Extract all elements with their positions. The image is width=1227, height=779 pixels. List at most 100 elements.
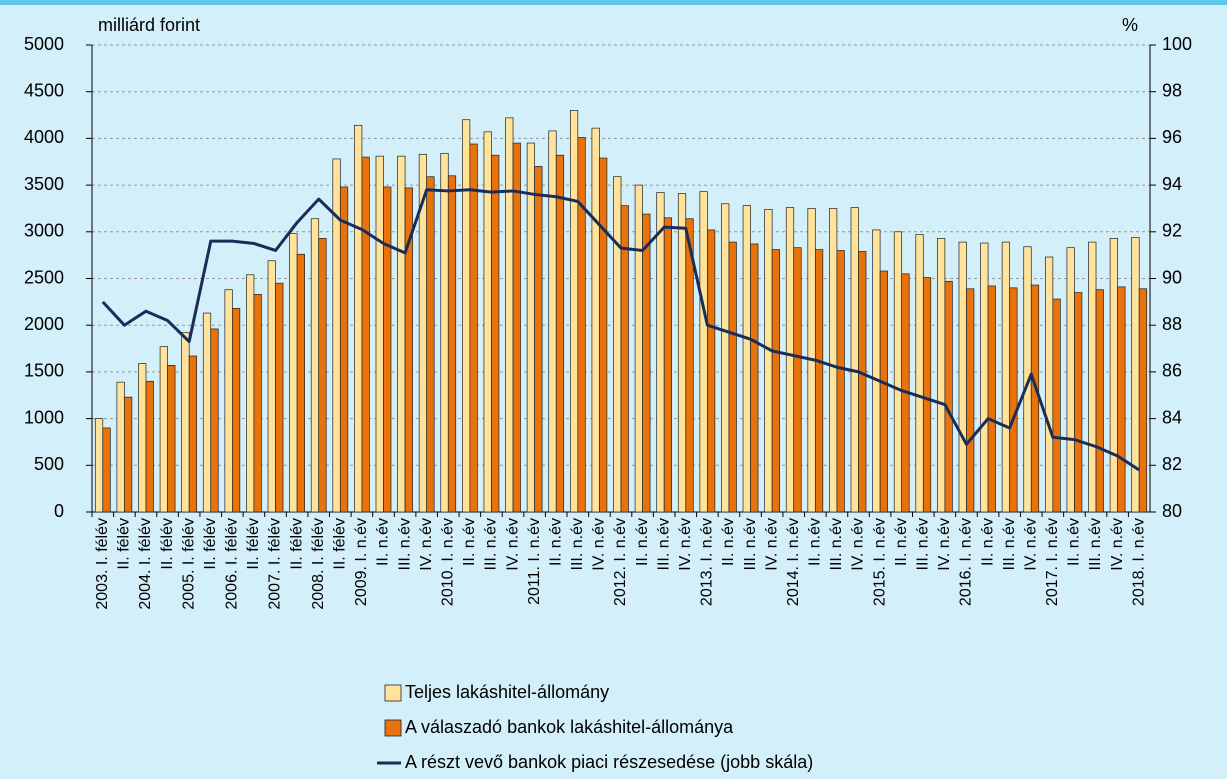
bar <box>958 241 967 513</box>
bar <box>296 253 305 513</box>
bar <box>1001 241 1011 513</box>
bar <box>462 119 471 513</box>
bar <box>1095 289 1104 513</box>
bar <box>1009 287 1018 513</box>
x-tick-label: 2005. I. félév <box>180 518 197 610</box>
bar <box>505 117 514 513</box>
bar <box>181 332 190 513</box>
y2-tick-label: 98 <box>1162 80 1182 100</box>
x-tick-label: 2003. I. félév <box>94 518 111 610</box>
bar <box>1044 256 1054 513</box>
bar <box>577 137 586 513</box>
y2-tick-label: 96 <box>1162 127 1182 147</box>
x-tick-label: 2012. I. n.év <box>612 518 629 606</box>
y2-tick-label: 80 <box>1162 501 1182 521</box>
bar <box>620 205 629 513</box>
bar <box>642 213 651 513</box>
y2-axis-label: % <box>1122 15 1138 35</box>
y-tick-label: 3000 <box>24 221 64 241</box>
legend-swatch <box>384 684 402 702</box>
bar <box>1109 237 1118 513</box>
bar <box>944 280 953 513</box>
bar <box>634 184 643 513</box>
bar <box>1117 286 1126 513</box>
bar <box>289 233 298 513</box>
bar <box>534 166 543 513</box>
x-tick-label: II. félév <box>332 518 349 570</box>
bar <box>613 176 622 513</box>
bar <box>361 156 370 513</box>
x-tick-label: 2009. I. n.év <box>353 518 370 606</box>
bar <box>145 380 154 513</box>
bar <box>677 193 687 513</box>
y2-tick-label: 82 <box>1162 454 1182 474</box>
y-tick-label: 2000 <box>24 314 64 334</box>
bar <box>224 289 233 513</box>
x-tick-label: II. félév <box>159 518 176 570</box>
bar <box>850 207 859 513</box>
y-tick-label: 4500 <box>24 80 64 100</box>
bar <box>159 346 168 513</box>
y-axis-label: milliárd forint <box>98 15 200 35</box>
bar <box>656 192 665 513</box>
y-tick-label: 500 <box>34 454 64 474</box>
x-tick-label: II. n.év <box>375 518 392 566</box>
bar <box>1066 247 1075 513</box>
bar <box>167 365 176 513</box>
y2-tick-label: 90 <box>1162 267 1182 287</box>
bar <box>526 142 535 513</box>
bar <box>685 218 694 513</box>
x-tick-label: 2010. I. n.év <box>439 518 456 606</box>
bar <box>569 110 579 513</box>
y-tick-label: 5000 <box>24 34 64 54</box>
x-tick-label: IV. n.év <box>677 518 694 571</box>
x-tick-label: 2016. I. n.év <box>958 518 975 606</box>
x-tick-label: II. félév <box>288 518 305 570</box>
bar <box>426 176 435 513</box>
x-tick-label: IV. n.év <box>850 518 867 571</box>
x-tick-label: 2004. I. félév <box>137 518 154 610</box>
legend-label: A részt vevő bankok piaci részesedése (j… <box>405 752 813 772</box>
bar <box>836 250 845 513</box>
bar <box>555 154 565 513</box>
x-tick-label: II. félév <box>116 518 133 570</box>
bar <box>483 131 492 513</box>
bar <box>872 229 881 513</box>
x-tick-label: III. n.év <box>655 518 672 570</box>
x-tick-label: II. félév <box>202 518 219 570</box>
y-tick-label: 0 <box>54 501 64 521</box>
bar <box>591 127 600 513</box>
bar <box>599 157 608 513</box>
x-tick-label: IV. n.év <box>1109 518 1126 571</box>
bar <box>721 203 730 513</box>
y-tick-label: 1500 <box>24 361 64 381</box>
bar <box>491 154 500 513</box>
bar <box>814 249 824 513</box>
x-tick-label: III. n.év <box>396 518 413 570</box>
y2-tick-label: 86 <box>1162 361 1182 381</box>
bar <box>138 363 147 513</box>
legend-label: Teljes lakáshitel-állomány <box>405 682 609 702</box>
x-tick-label: 2006. I. félév <box>224 518 241 610</box>
bar <box>699 191 708 513</box>
y-tick-label: 2500 <box>24 267 64 287</box>
x-tick-label: III. n.év <box>483 518 500 570</box>
bar <box>987 285 996 513</box>
bar <box>253 294 262 513</box>
bar <box>548 130 557 513</box>
x-tick-label: IV. n.év <box>591 518 608 571</box>
x-tick-label: 2013. I. n.év <box>699 518 716 606</box>
line <box>101 188 1141 472</box>
bar <box>829 208 838 513</box>
bar <box>102 427 111 513</box>
bar <box>267 260 276 513</box>
bar <box>728 241 737 513</box>
bar <box>707 229 716 513</box>
x-tick-label: 2011. I. n.év <box>526 518 543 605</box>
bar <box>915 234 924 513</box>
bar <box>771 249 780 513</box>
bar <box>966 288 975 513</box>
y2-tick-label: 84 <box>1162 407 1182 427</box>
x-tick-label: II. n.év <box>634 518 651 566</box>
